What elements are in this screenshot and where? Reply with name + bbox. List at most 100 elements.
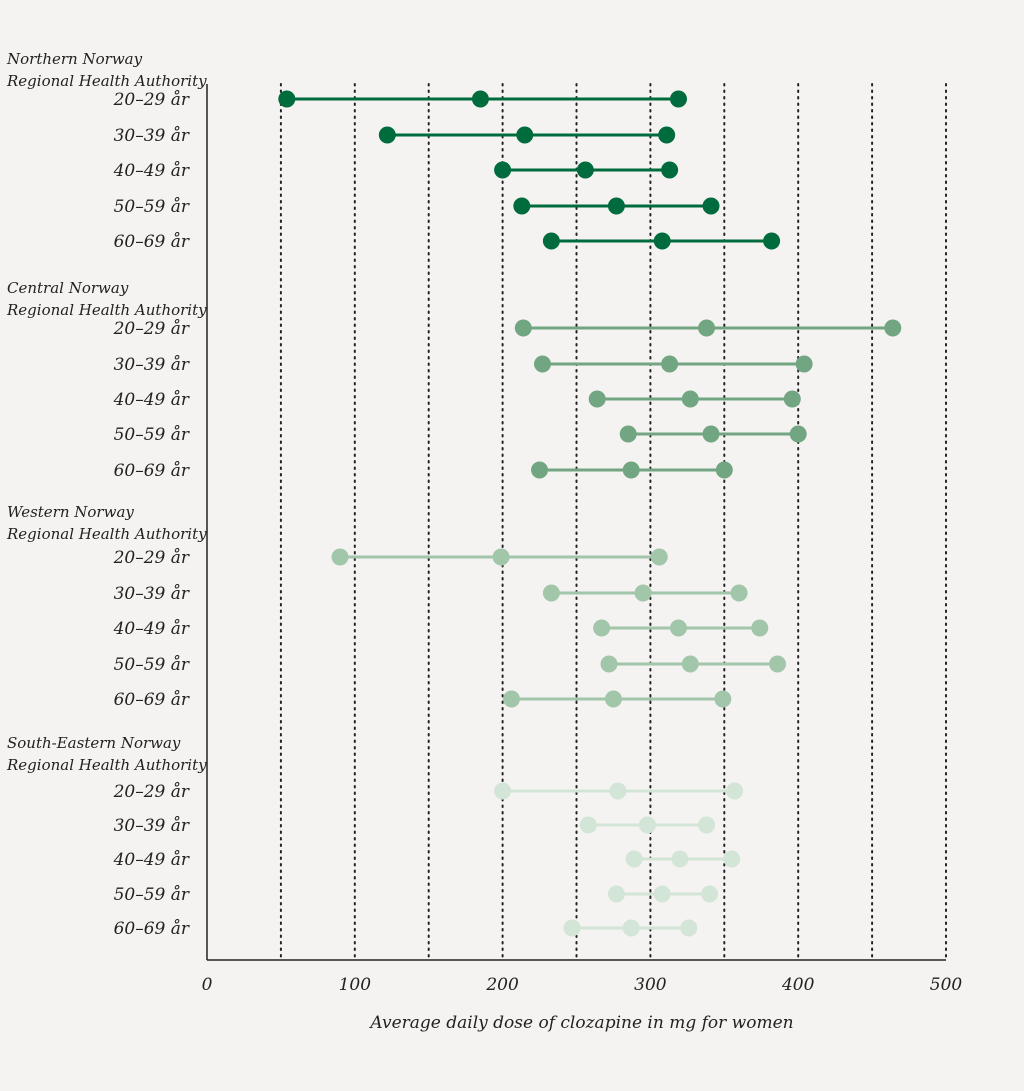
data-point xyxy=(698,816,716,834)
data-point xyxy=(751,619,769,637)
data-point xyxy=(723,850,741,868)
x-axis-label: Average daily dose of clozapine in mg fo… xyxy=(368,1013,793,1033)
data-point xyxy=(563,919,581,937)
data-point xyxy=(671,850,689,868)
data-point xyxy=(680,919,698,937)
row-label: 40–49 år xyxy=(113,850,190,870)
row-label: 20–29 år xyxy=(113,782,190,802)
data-point xyxy=(661,161,679,179)
data-point xyxy=(795,355,813,373)
data-point xyxy=(701,885,719,903)
row-label: 50–59 år xyxy=(114,655,190,675)
group-2: Western Norway Regional Health Authority 2… xyxy=(6,503,787,710)
data-point xyxy=(789,425,807,443)
row-label: 60–69 år xyxy=(114,461,190,481)
data-point xyxy=(702,197,720,215)
row-label: 20–29 år xyxy=(113,90,190,110)
data-point xyxy=(609,782,627,800)
data-point xyxy=(588,390,606,408)
data-point xyxy=(494,161,512,179)
row-label: 30–39 år xyxy=(114,584,190,604)
row-label: 20–29 år xyxy=(113,319,190,339)
data-point xyxy=(492,548,510,566)
row-label: 40–49 år xyxy=(113,390,190,410)
row-label: 60–69 år xyxy=(114,232,190,252)
row-label: 40–49 år xyxy=(113,161,190,181)
group-name-line2: Regional Health Authority xyxy=(6,72,207,90)
data-point xyxy=(715,461,733,479)
x-tick-label: 0 xyxy=(202,975,213,995)
data-point xyxy=(661,355,679,373)
group-3: South-Eastern Norway Regional Health Auth… xyxy=(6,734,744,939)
data-point xyxy=(542,584,560,602)
data-point xyxy=(714,690,732,708)
data-point xyxy=(471,90,489,108)
data-point xyxy=(378,126,396,144)
group-name-line1: South-Eastern Norway xyxy=(7,734,181,752)
data-point xyxy=(576,161,594,179)
data-point xyxy=(604,690,622,708)
data-point xyxy=(769,655,787,673)
data-point xyxy=(653,885,671,903)
data-point xyxy=(516,126,534,144)
group-name-line2: Regional Health Authority xyxy=(6,301,207,319)
data-point xyxy=(763,232,781,250)
data-point xyxy=(600,655,618,673)
x-tick-labels: 0 100 200 300 400 500 xyxy=(202,975,963,995)
row-label: 30–39 år xyxy=(114,126,190,146)
row-label: 40–49 år xyxy=(113,619,190,639)
x-tick-label: 100 xyxy=(339,975,372,995)
data-point xyxy=(593,619,611,637)
data-point xyxy=(494,782,512,800)
data-point xyxy=(634,584,652,602)
data-point xyxy=(658,126,676,144)
row-label: 50–59 år xyxy=(114,885,190,905)
data-point xyxy=(625,850,643,868)
row-label: 50–59 år xyxy=(114,197,190,217)
group-1: Central Norway Regional Health Authority2… xyxy=(6,279,902,481)
data-point xyxy=(638,816,656,834)
data-point xyxy=(726,782,744,800)
data-point xyxy=(514,319,532,337)
data-point xyxy=(730,584,748,602)
groups: Northern Norway Regional Health Authority… xyxy=(6,50,902,939)
data-point xyxy=(331,548,349,566)
row-label: 20–29 år xyxy=(113,548,190,568)
data-point xyxy=(884,319,902,337)
gridlines xyxy=(279,83,947,961)
group-0: Northern Norway Regional Health Authority… xyxy=(6,50,781,252)
data-point xyxy=(619,425,637,443)
x-tick-label: 200 xyxy=(485,975,519,995)
data-point xyxy=(622,919,640,937)
data-point xyxy=(681,655,699,673)
data-point xyxy=(653,232,671,250)
group-name-line1: Western Norway xyxy=(7,503,134,521)
data-point xyxy=(542,232,560,250)
x-tick-label: 300 xyxy=(634,975,667,995)
row-label: 30–39 år xyxy=(114,355,190,375)
data-point xyxy=(702,425,720,443)
row-label: 60–69 år xyxy=(114,690,190,710)
row-label: 30–39 år xyxy=(114,816,190,836)
data-point xyxy=(698,319,716,337)
data-point xyxy=(607,885,625,903)
group-name-line2: Regional Health Authority xyxy=(6,525,207,543)
row-label: 60–69 år xyxy=(114,919,190,939)
data-point xyxy=(669,619,687,637)
x-tick-label: 400 xyxy=(781,975,815,995)
group-name-line1: Central Norway xyxy=(7,279,129,297)
group-name-line1: Northern Norway xyxy=(6,50,143,68)
row-label: 50–59 år xyxy=(114,425,190,445)
data-point xyxy=(534,355,552,373)
group-name-line2: Regional Health Authority xyxy=(6,756,207,774)
data-point xyxy=(622,461,640,479)
data-point xyxy=(783,390,801,408)
data-point xyxy=(513,197,531,215)
data-point xyxy=(607,197,625,215)
data-point xyxy=(531,461,549,479)
data-point xyxy=(650,548,668,566)
data-point xyxy=(579,816,597,834)
data-point xyxy=(669,90,687,108)
data-point xyxy=(278,90,296,108)
